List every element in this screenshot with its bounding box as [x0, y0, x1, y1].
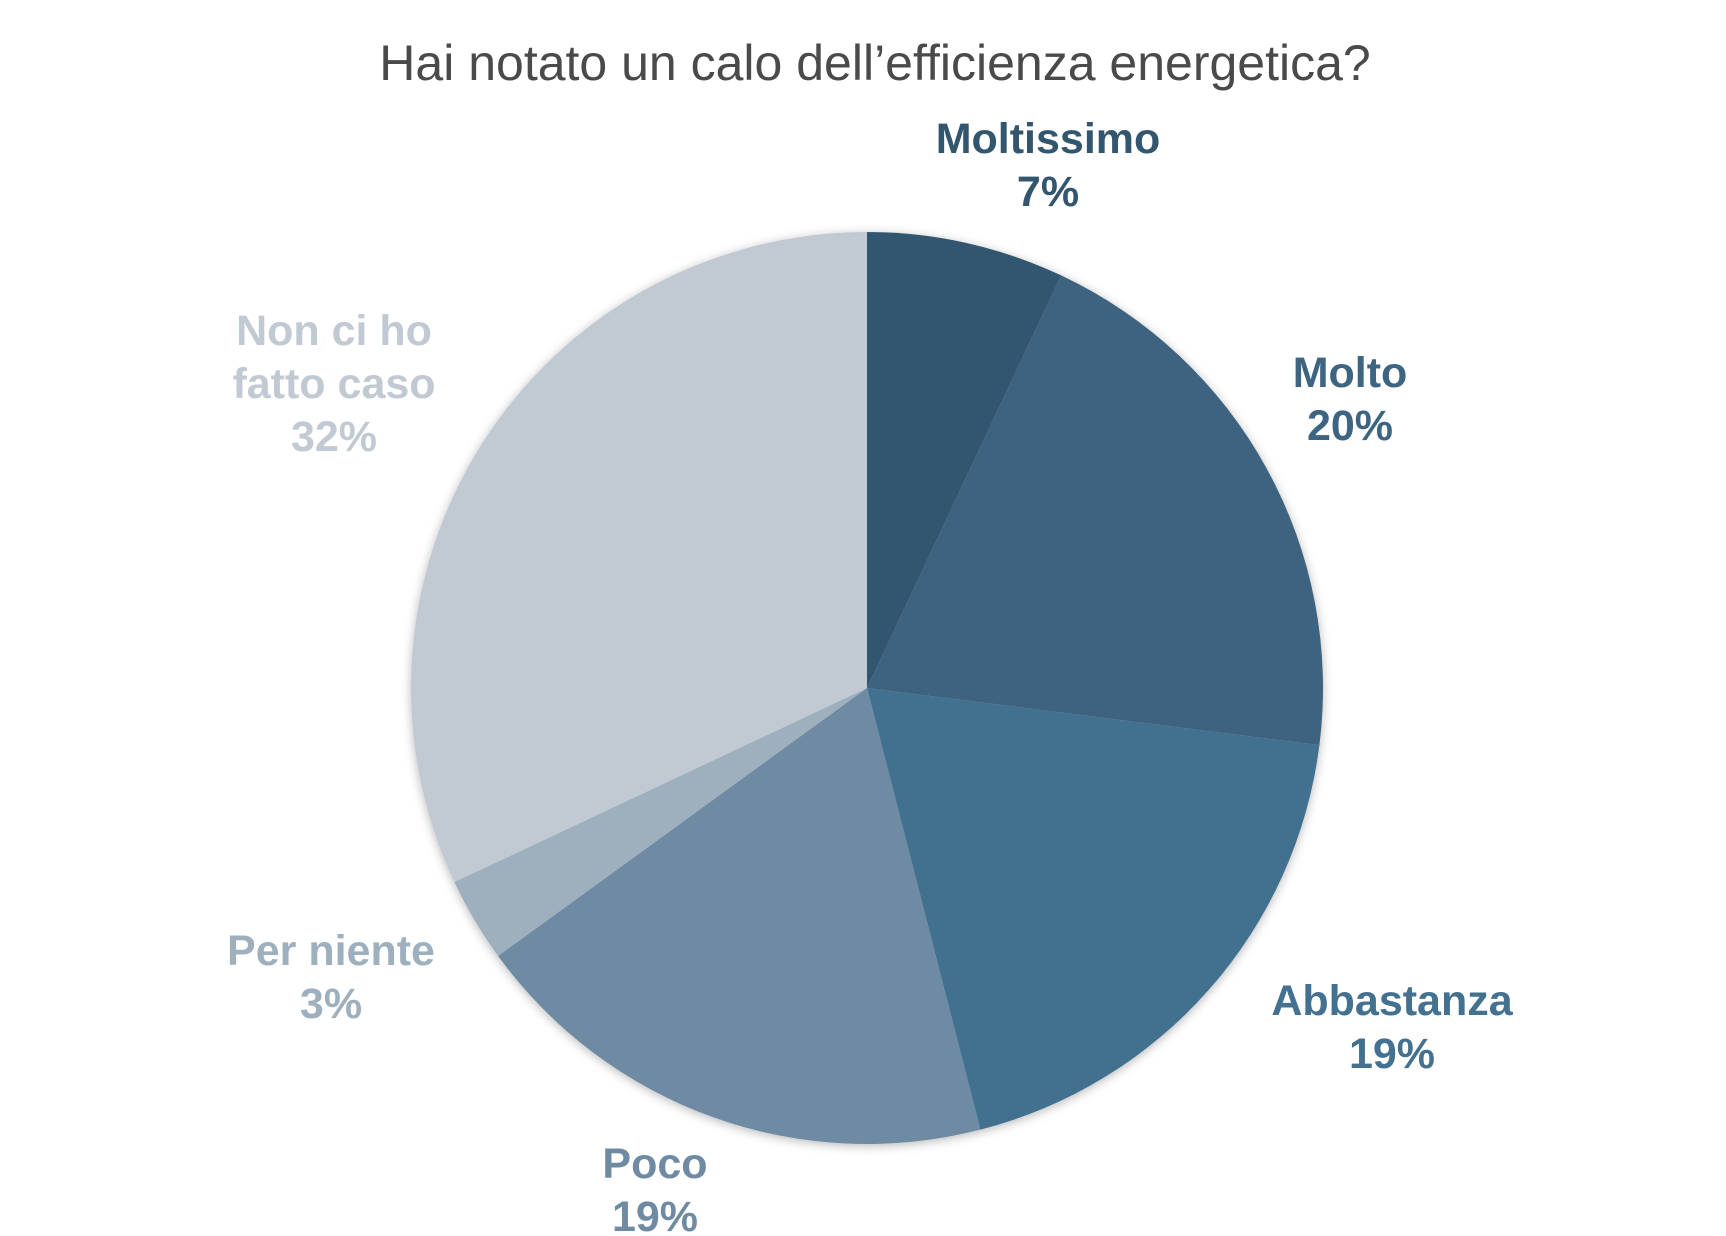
slice-value-label: 7% — [1017, 168, 1079, 216]
pie-slice-per-niente — [454, 688, 867, 957]
slice-label-non-ci-ho-fatto-caso: Non ci ho fatto caso 32% — [232, 307, 435, 461]
chart-title: Hai notato un calo dell’efficienza energ… — [379, 35, 1370, 91]
slice-category-label: Poco — [602, 1140, 707, 1188]
slice-label-per-niente: Per niente 3% — [227, 927, 435, 1028]
slice-category-label: Moltissimo — [936, 115, 1161, 163]
slice-value-label: 20% — [1307, 402, 1393, 450]
slice-category-label: fatto caso — [232, 360, 435, 408]
pie-slice-poco — [498, 688, 981, 1144]
slice-category-label: Non ci ho — [236, 307, 432, 355]
slice-value-label: 32% — [291, 413, 377, 461]
slice-value-label: 19% — [612, 1193, 698, 1236]
pie-slice-moltissimo — [867, 232, 1062, 688]
slice-label-poco: Poco 19% — [602, 1140, 707, 1236]
slice-label-moltissimo: Moltissimo 7% — [936, 115, 1161, 216]
slice-label-abbastanza: Abbastanza 19% — [1271, 977, 1513, 1078]
slice-value-label: 19% — [1349, 1030, 1435, 1078]
pie-labels: Moltissimo 7% Molto 20% Abbastanza 19% Poco 19%… — [227, 115, 1514, 1236]
pie-slice-non-ci-ho-fatto-caso — [410, 232, 867, 883]
pie-slice-molto — [867, 275, 1323, 746]
slice-category-label: Abbastanza — [1271, 977, 1513, 1025]
slice-value-label: 3% — [300, 980, 362, 1028]
pie-slice-abbastanza — [867, 688, 1320, 1130]
pie-slices — [410, 232, 1323, 1144]
slice-label-molto: Molto 20% — [1293, 349, 1408, 450]
slice-category-label: Molto — [1293, 349, 1408, 397]
slice-category-label: Per niente — [227, 927, 435, 975]
